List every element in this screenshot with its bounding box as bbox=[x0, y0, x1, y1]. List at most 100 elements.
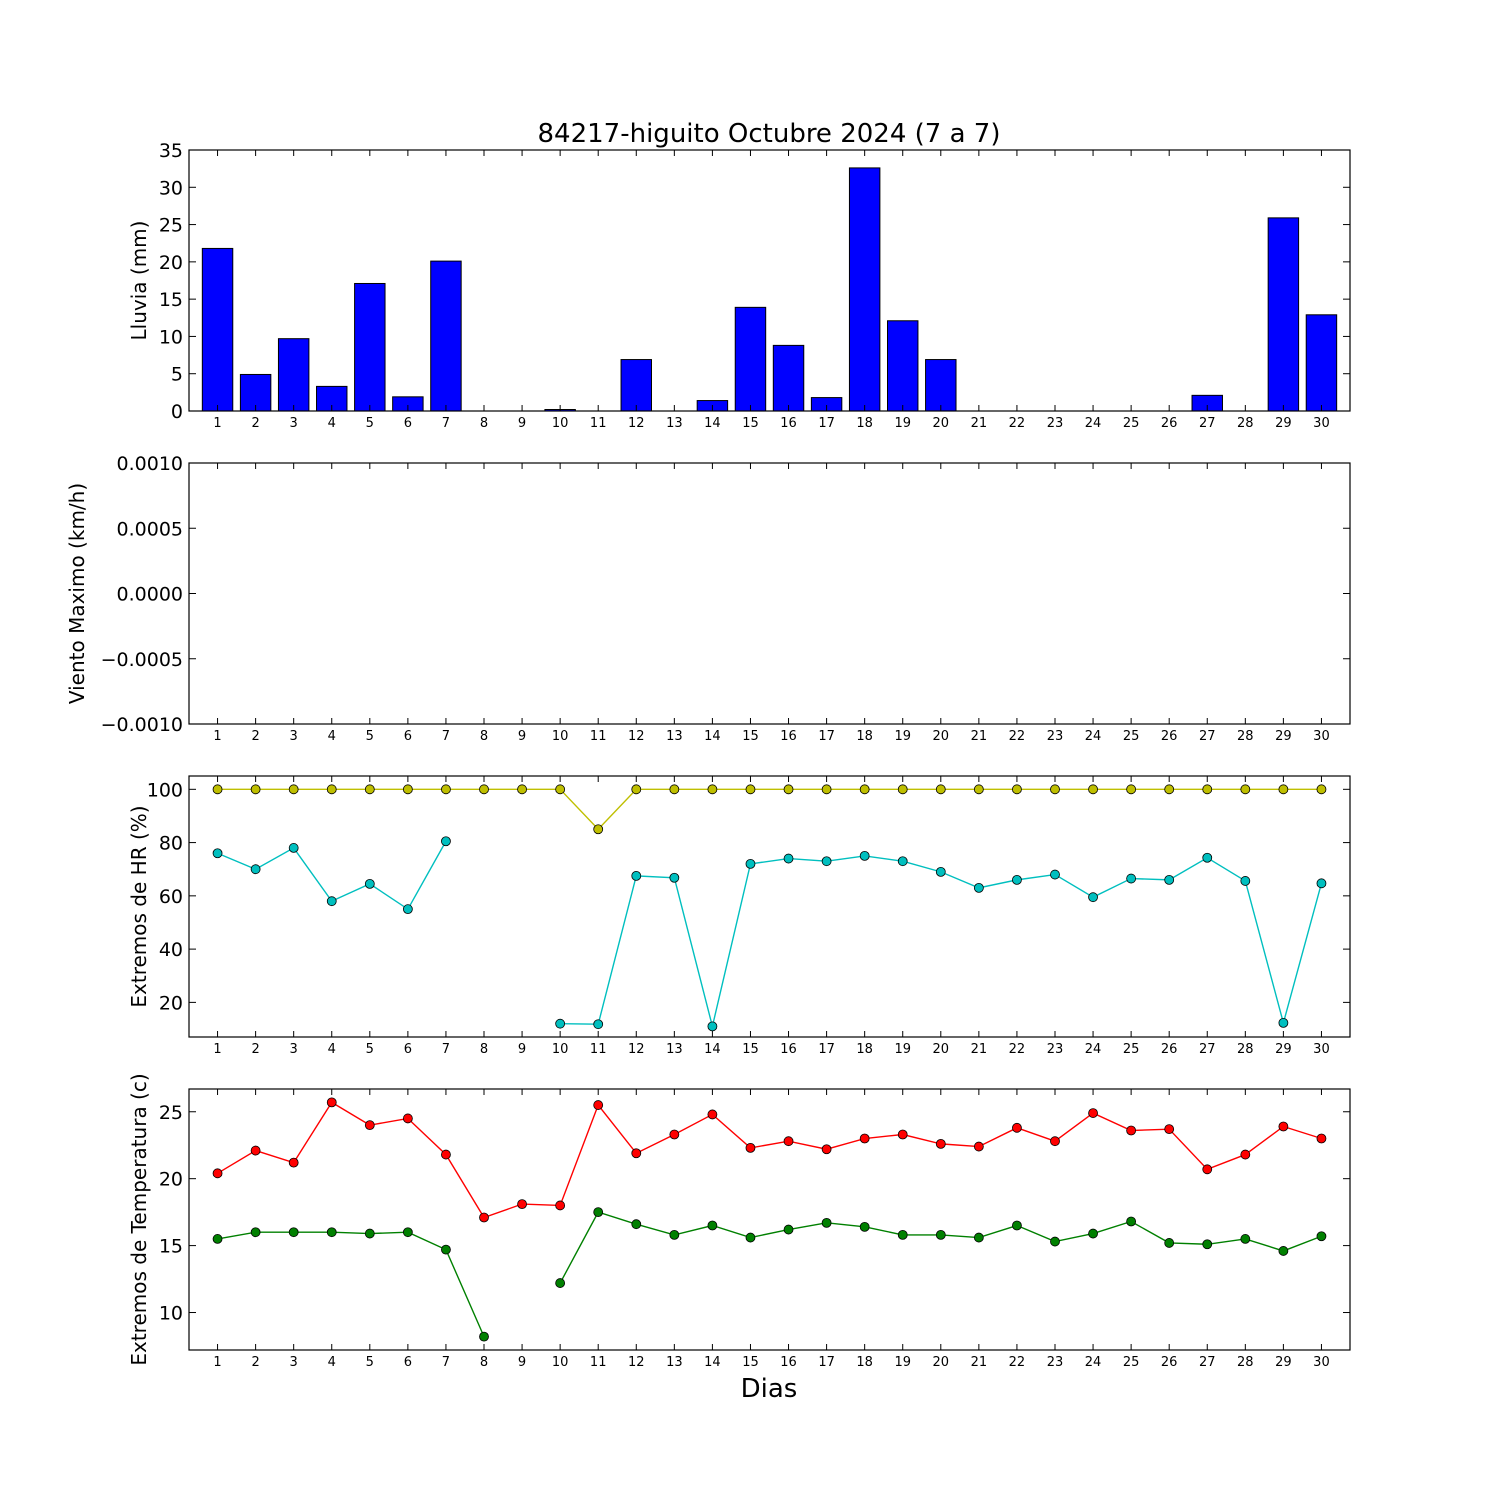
lluvia-x-tick-label-23: 23 bbox=[1047, 416, 1064, 431]
hr-series-1-point-day-20 bbox=[935, 866, 946, 877]
figure-title: 84217-higuito Octubre 2024 (7 a 7) bbox=[538, 119, 1001, 149]
hr-series-1-point-day-29 bbox=[1278, 1017, 1289, 1028]
hr-panel: 1 2 3 4 5 6 7 8 9 10 11 12 13 14 15 16 17 18 19 20 21 22 23 24 2… bbox=[127, 775, 1351, 1057]
lluvia-x-tick-label-14: 14 bbox=[704, 416, 721, 431]
temp-series-0-point-day-20 bbox=[935, 1138, 946, 1149]
lluvia-bar-day-29 bbox=[1267, 217, 1300, 412]
temp-series-1-point-day-21 bbox=[973, 1232, 984, 1243]
hr-x-tick-label-11: 11 bbox=[590, 1042, 607, 1057]
hr-series-0-point-day-17 bbox=[821, 784, 832, 795]
temp-series-1-point-day-13 bbox=[669, 1229, 680, 1240]
hr-series-0-point-day-19 bbox=[897, 784, 908, 795]
lluvia-y-tick-label-6: 30 bbox=[159, 177, 183, 199]
temp-series-0-point-day-18 bbox=[859, 1133, 870, 1144]
hr-y-tick-label-1: 40 bbox=[159, 939, 183, 961]
hr-series-0-point-day-30 bbox=[1316, 784, 1327, 795]
temp-x-tick-label-25: 25 bbox=[1123, 1355, 1140, 1370]
temp-x-tick-label-13: 13 bbox=[666, 1355, 683, 1370]
hr-series-0-point-day-7 bbox=[441, 784, 451, 795]
temp-series-0-point-day-28 bbox=[1240, 1149, 1251, 1160]
lluvia-bar-day-19 bbox=[887, 320, 919, 412]
temp-axes-frame bbox=[188, 1088, 1351, 1351]
temp-series-1-point-day-25 bbox=[1126, 1216, 1137, 1227]
viento-x-tick-label-4: 4 bbox=[328, 729, 336, 744]
temp-series-0-point-day-23 bbox=[1050, 1136, 1060, 1147]
hr-series-1-point-day-15 bbox=[745, 858, 756, 869]
hr-series-0-point-day-25 bbox=[1126, 784, 1137, 795]
lluvia-x-tick-label-16: 16 bbox=[780, 416, 797, 431]
hr-series-1-point-day-27 bbox=[1202, 852, 1213, 863]
temp-x-tick-label-12: 12 bbox=[628, 1355, 645, 1370]
viento-x-tick-label-29: 29 bbox=[1275, 729, 1292, 744]
temp-x-tick-label-6: 6 bbox=[404, 1355, 412, 1370]
hr-series-1-point-day-11 bbox=[593, 1019, 604, 1030]
temp-x-tick-label-29: 29 bbox=[1275, 1355, 1292, 1370]
hr-x-tick-label-25: 25 bbox=[1123, 1042, 1140, 1057]
temp-x-tick-label-23: 23 bbox=[1047, 1355, 1064, 1370]
hr-x-tick-label-16: 16 bbox=[780, 1042, 797, 1057]
lluvia-bar-day-2 bbox=[239, 373, 272, 412]
x-axis-title: Dias bbox=[741, 1374, 798, 1404]
viento-x-tick-label-5: 5 bbox=[366, 729, 374, 744]
temp-y-tick-label-1: 15 bbox=[159, 1236, 183, 1258]
lluvia-x-tick-label-17: 17 bbox=[818, 416, 835, 431]
temp-series-1-point-day-7 bbox=[441, 1244, 451, 1255]
temp-y-axis-title: Extremos de Temperatura (c) bbox=[127, 1073, 151, 1365]
lluvia-x-tick-label-3: 3 bbox=[290, 416, 298, 431]
hr-y-tick-label-3: 80 bbox=[159, 833, 183, 855]
hr-y-tick-label-2: 60 bbox=[159, 886, 183, 908]
temp-series-1-point-day-1 bbox=[212, 1234, 223, 1244]
temp-y-tick-label-3: 25 bbox=[159, 1102, 183, 1124]
temp-series-0-point-day-22 bbox=[1012, 1122, 1022, 1133]
hr-series-1-point-day-24 bbox=[1088, 892, 1098, 903]
hr-series-1-point-day-30 bbox=[1316, 878, 1327, 889]
temp-series-0-point-day-4 bbox=[326, 1097, 337, 1108]
viento-x-tick-label-1: 1 bbox=[213, 729, 221, 744]
viento-x-tick-label-6: 6 bbox=[404, 729, 412, 744]
temp-x-tick-label-2: 2 bbox=[251, 1355, 259, 1370]
hr-x-tick-label-1: 1 bbox=[213, 1042, 221, 1057]
temp-series-0-point-day-9 bbox=[517, 1199, 527, 1210]
hr-y-tick-label-4: 100 bbox=[147, 779, 183, 801]
hr-series-0-point-day-16 bbox=[783, 784, 794, 795]
viento-x-tick-label-17: 17 bbox=[818, 729, 835, 744]
hr-x-tick-label-14: 14 bbox=[704, 1042, 721, 1057]
temp-series-1-point-day-5 bbox=[364, 1228, 375, 1239]
temp-series-0-point-day-1 bbox=[212, 1168, 223, 1179]
temp-series-1-point-day-19 bbox=[897, 1229, 908, 1240]
hr-series-0-point-day-18 bbox=[859, 784, 870, 795]
temp-series-0-point-day-2 bbox=[250, 1145, 261, 1156]
temp-series-0-point-day-6 bbox=[402, 1113, 413, 1124]
lluvia-bar-day-30 bbox=[1305, 314, 1338, 412]
lluvia-x-tick-label-26: 26 bbox=[1161, 416, 1178, 431]
hr-series-0-point-day-24 bbox=[1088, 784, 1098, 795]
temp-series-0-point-day-12 bbox=[631, 1148, 642, 1159]
temp-series-0-point-day-30 bbox=[1316, 1133, 1327, 1144]
temp-x-tick-label-15: 15 bbox=[742, 1355, 759, 1370]
hr-x-tick-label-8: 8 bbox=[480, 1042, 488, 1057]
lluvia-x-tick-label-18: 18 bbox=[856, 416, 873, 431]
temp-x-tick-label-18: 18 bbox=[856, 1355, 873, 1370]
lluvia-x-tick-label-10: 10 bbox=[552, 416, 569, 431]
temp-series-1-point-day-3 bbox=[288, 1227, 299, 1238]
hr-series-0-point-day-14 bbox=[707, 784, 718, 795]
hr-series-0-point-day-21 bbox=[973, 784, 984, 795]
lluvia-bar-day-7 bbox=[430, 260, 462, 412]
lluvia-y-tick-label-5: 25 bbox=[159, 215, 183, 237]
lluvia-axes-frame bbox=[188, 149, 1351, 412]
hr-series-0-point-day-22 bbox=[1012, 784, 1022, 795]
lluvia-x-tick-label-24: 24 bbox=[1085, 416, 1102, 431]
viento-x-tick-label-13: 13 bbox=[666, 729, 683, 744]
viento-x-tick-label-24: 24 bbox=[1085, 729, 1102, 744]
temp-series-0-point-day-29 bbox=[1278, 1121, 1289, 1132]
hr-series-0-point-day-13 bbox=[669, 784, 680, 795]
hr-x-tick-label-26: 26 bbox=[1161, 1042, 1178, 1057]
hr-series-1-point-day-18 bbox=[859, 851, 870, 861]
hr-series-1-point-day-28 bbox=[1240, 876, 1251, 886]
temp-series-0-point-day-8 bbox=[479, 1212, 489, 1223]
hr-series-0-point-day-10 bbox=[555, 784, 566, 795]
temp-x-tick-label-20: 20 bbox=[933, 1355, 950, 1370]
hr-x-tick-label-4: 4 bbox=[328, 1042, 336, 1057]
hr-series-0-point-day-28 bbox=[1240, 784, 1251, 795]
hr-series-1-point-day-12 bbox=[631, 870, 642, 881]
